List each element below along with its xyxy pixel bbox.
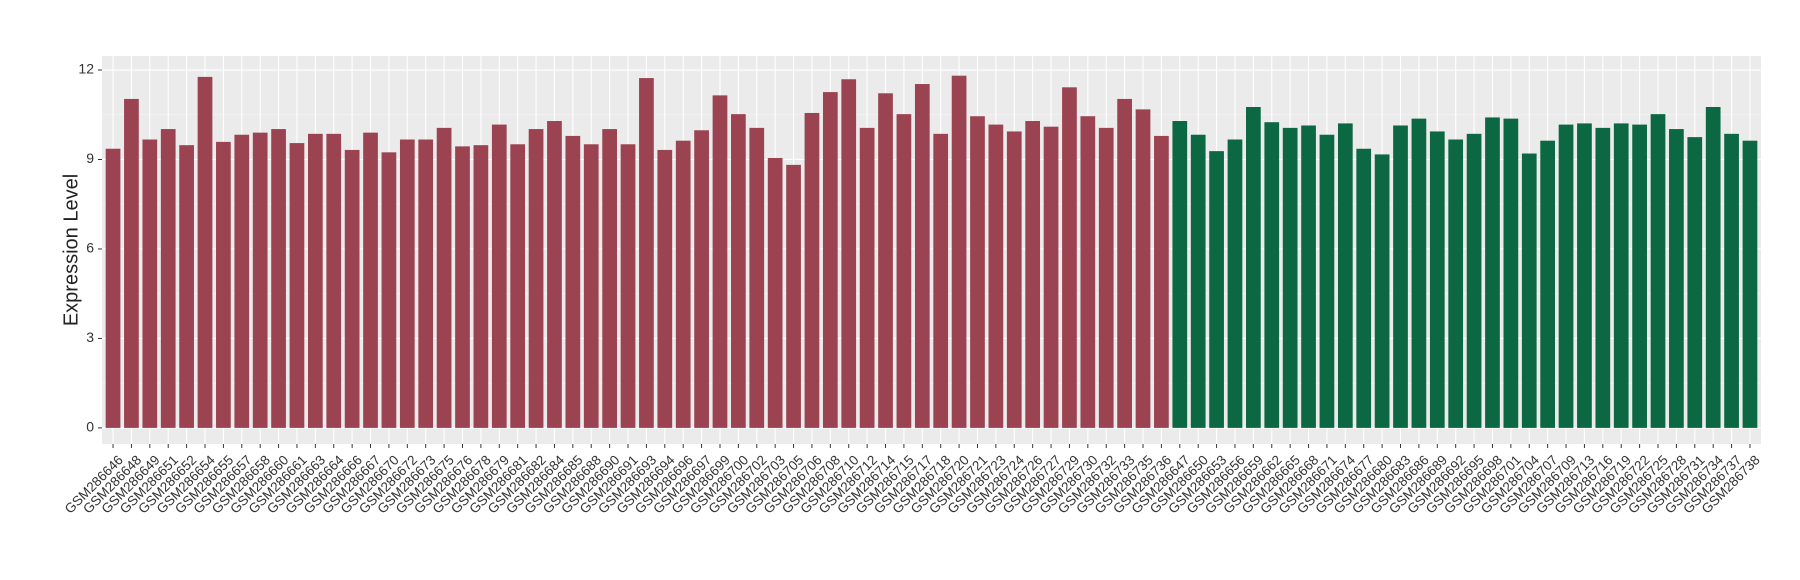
bar [1503, 118, 1519, 428]
bar [841, 79, 857, 428]
bar [565, 135, 581, 428]
bar [786, 164, 801, 428]
bar [1558, 124, 1574, 428]
bar [731, 114, 746, 428]
bar [326, 133, 342, 428]
bar [197, 76, 213, 428]
bar [160, 129, 176, 428]
bar [1301, 125, 1316, 428]
bar [970, 116, 985, 428]
bar [1172, 121, 1188, 428]
bar [234, 134, 250, 428]
bar [639, 78, 654, 428]
bar [1209, 151, 1224, 428]
bar [1227, 139, 1243, 428]
bar [1319, 134, 1335, 428]
bar [363, 132, 378, 428]
plot-panel [102, 56, 1761, 444]
bar [399, 139, 415, 428]
bar [1705, 106, 1721, 428]
bar [1687, 137, 1703, 428]
bar [528, 129, 544, 428]
bar [712, 95, 728, 428]
bar [822, 92, 838, 428]
bar [914, 84, 930, 428]
bar [951, 75, 967, 428]
bar [124, 98, 139, 428]
bar [289, 143, 305, 428]
bar [179, 145, 194, 428]
bar [988, 124, 1004, 428]
bar [1540, 140, 1556, 428]
bar [1613, 123, 1629, 428]
bar [1577, 123, 1592, 428]
bar [105, 148, 121, 428]
bar [1521, 153, 1537, 428]
bar [878, 93, 893, 428]
bar [602, 129, 617, 428]
bar [1154, 135, 1169, 428]
bar [859, 127, 875, 428]
bar [1190, 134, 1206, 428]
bar [1595, 127, 1611, 428]
bar [381, 152, 397, 428]
bar [1448, 139, 1464, 428]
bar [1393, 125, 1408, 428]
bar [307, 133, 323, 428]
bar [1246, 106, 1261, 428]
bar [896, 114, 912, 428]
bar [1006, 131, 1022, 428]
bar [804, 112, 820, 428]
y-tick-label: 0 [86, 419, 94, 435]
y-tick-label: 12 [78, 61, 94, 77]
bar [142, 139, 158, 428]
bar [1282, 127, 1298, 428]
bar [1098, 127, 1114, 428]
bar [1724, 133, 1739, 428]
bar [620, 144, 636, 428]
bar [1062, 87, 1077, 428]
y-tick-label: 6 [86, 240, 94, 256]
y-tick-label: 3 [86, 329, 94, 345]
bar [271, 129, 286, 428]
bar [1669, 129, 1684, 428]
bar [436, 127, 452, 428]
bar [749, 127, 765, 428]
bar [1485, 117, 1500, 428]
bar [1356, 148, 1372, 428]
bar [491, 124, 507, 428]
bar [1025, 121, 1041, 428]
bar [1650, 114, 1666, 428]
bar [1264, 122, 1280, 428]
y-axis-title: Expression Level [60, 174, 82, 326]
bar [583, 144, 599, 428]
bar [1117, 98, 1132, 428]
bar [657, 149, 673, 428]
bar [510, 144, 526, 428]
bar [767, 157, 783, 428]
bar [1135, 109, 1151, 428]
bar [1080, 116, 1096, 428]
bar [675, 140, 691, 428]
bar [1043, 126, 1059, 428]
bar [1632, 124, 1647, 428]
bar [547, 121, 562, 428]
bar [694, 130, 709, 428]
bar [1411, 118, 1427, 428]
bar [473, 145, 489, 428]
bar [344, 149, 360, 428]
bar [1374, 154, 1390, 428]
bar [455, 146, 470, 428]
bar [216, 141, 231, 428]
y-tick-label: 9 [86, 150, 94, 166]
bar [1742, 140, 1758, 428]
bar [933, 133, 949, 428]
bar [252, 132, 268, 428]
bar [1466, 133, 1482, 428]
bar [1337, 123, 1353, 428]
bar [418, 139, 434, 428]
bar [1429, 131, 1445, 428]
